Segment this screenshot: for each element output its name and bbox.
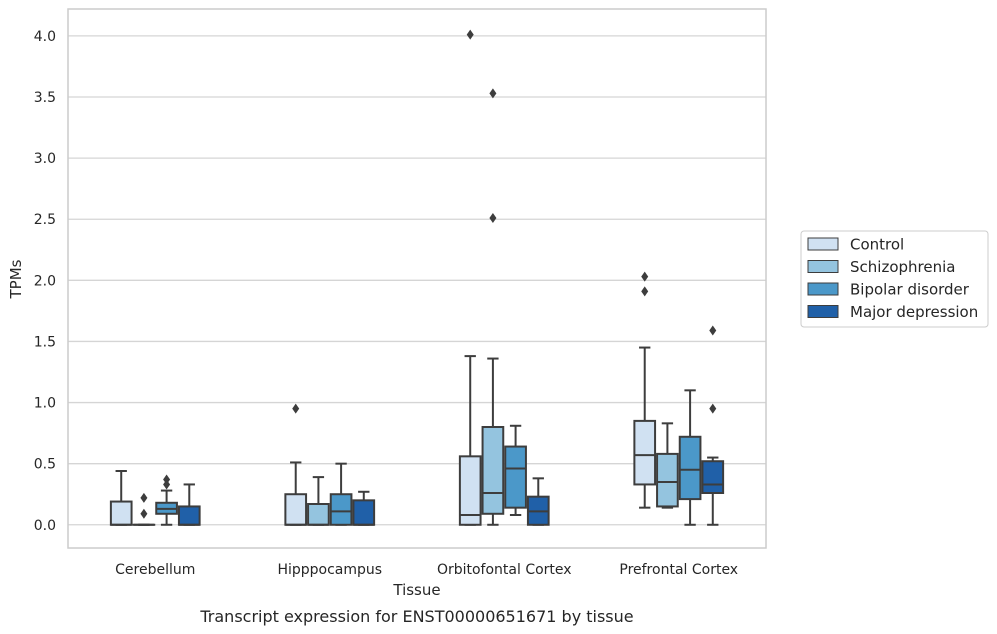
outlier-point [292,403,300,414]
grid-lines [68,35,766,526]
box-control [284,403,308,526]
y-tick-label: 3.0 [34,151,56,167]
box-bipolar-disorder [504,424,527,516]
box-body [678,435,702,501]
outlier-point [489,213,497,223]
box-body [307,503,330,526]
box-bipolar-disorder [155,474,178,526]
box-body [458,455,482,526]
box-body [701,460,725,495]
y-tick-label: 2.0 [34,273,56,289]
box-body [329,493,353,526]
box-schizophrenia [132,492,156,526]
outlier-point [709,403,717,414]
box-major-depression [352,490,376,526]
box-body [109,500,133,526]
legend-label: Schizophrenia [850,258,955,276]
box-plot-marks [109,29,725,526]
box-schizophrenia [307,476,330,526]
x-tick-label: Hipppocampus [277,562,382,578]
y-tick-label: 1.5 [34,334,56,350]
box-body [284,493,308,526]
legend: Control Schizophrenia Bipolar disorder Majo… [800,230,989,328]
box-body [656,452,679,508]
outlier-point [641,271,649,282]
box-major-depression [177,483,201,526]
legend-swatch [807,282,839,296]
legend-label: Control [850,236,904,254]
box-body [352,499,376,526]
outlier-point [140,508,148,519]
plot-frame [67,8,767,549]
outlier-point [163,479,171,490]
box-bipolar-disorder [329,462,353,526]
y-axis-label: TPMs [7,259,25,299]
y-tick-label: 2.5 [34,212,56,228]
box-body [504,445,527,509]
outlier-point [709,325,717,336]
box-body [481,426,505,515]
box-schizophrenia [656,422,679,509]
y-tick-label: 3.5 [34,90,56,106]
y-axis-ticks: 0.0 0.5 1.0 1.5 2.0 2.5 3.0 3.5 4.0 [34,29,56,534]
box-control [458,29,482,526]
x-axis-label: Tissue [392,581,440,599]
y-tick-label: 0.0 [34,518,56,534]
x-tick-label: Prefrontal Cortex [619,562,738,578]
outlier-point [140,492,148,503]
box-schizophrenia [481,88,505,526]
box-body [633,419,657,486]
y-tick-label: 4.0 [34,29,56,45]
y-tick-label: 0.5 [34,457,56,473]
box-control [109,470,133,526]
box-major-depression [526,477,550,526]
x-axis-ticks: Cerebellum Hipppocampus Orbitofontal Corte… [115,562,738,578]
x-tick-label: Orbitofontal Cortex [437,562,572,578]
chart-caption: Transcript expression for ENST0000065167… [199,607,633,626]
box-body [177,505,201,526]
legend-swatch [807,237,839,251]
legend-frame [800,230,989,328]
y-tick-label: 1.0 [34,396,56,412]
x-tick-label: Cerebellum [115,562,195,578]
outlier-point [641,286,649,297]
legend-label: Bipolar disorder [850,281,970,299]
box-bipolar-disorder [678,389,702,526]
outlier-point [466,29,474,40]
box-control [633,271,657,509]
legend-swatch [807,260,839,273]
outlier-point [489,88,497,99]
legend-label: Major depression [850,303,978,321]
box-major-depression [701,325,725,526]
legend-swatch [807,305,839,318]
